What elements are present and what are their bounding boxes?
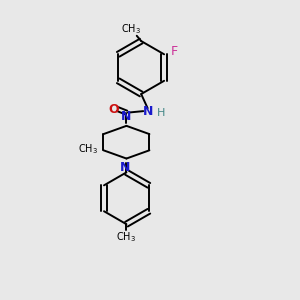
Text: N: N	[120, 161, 130, 174]
Text: CH$_3$: CH$_3$	[116, 231, 136, 244]
Text: CH$_3$: CH$_3$	[78, 142, 98, 156]
Text: O: O	[109, 103, 119, 116]
Text: H: H	[157, 108, 165, 118]
Text: F: F	[171, 45, 178, 58]
Text: N: N	[121, 110, 132, 124]
Text: CH$_3$: CH$_3$	[121, 22, 141, 36]
Text: N: N	[142, 105, 153, 118]
